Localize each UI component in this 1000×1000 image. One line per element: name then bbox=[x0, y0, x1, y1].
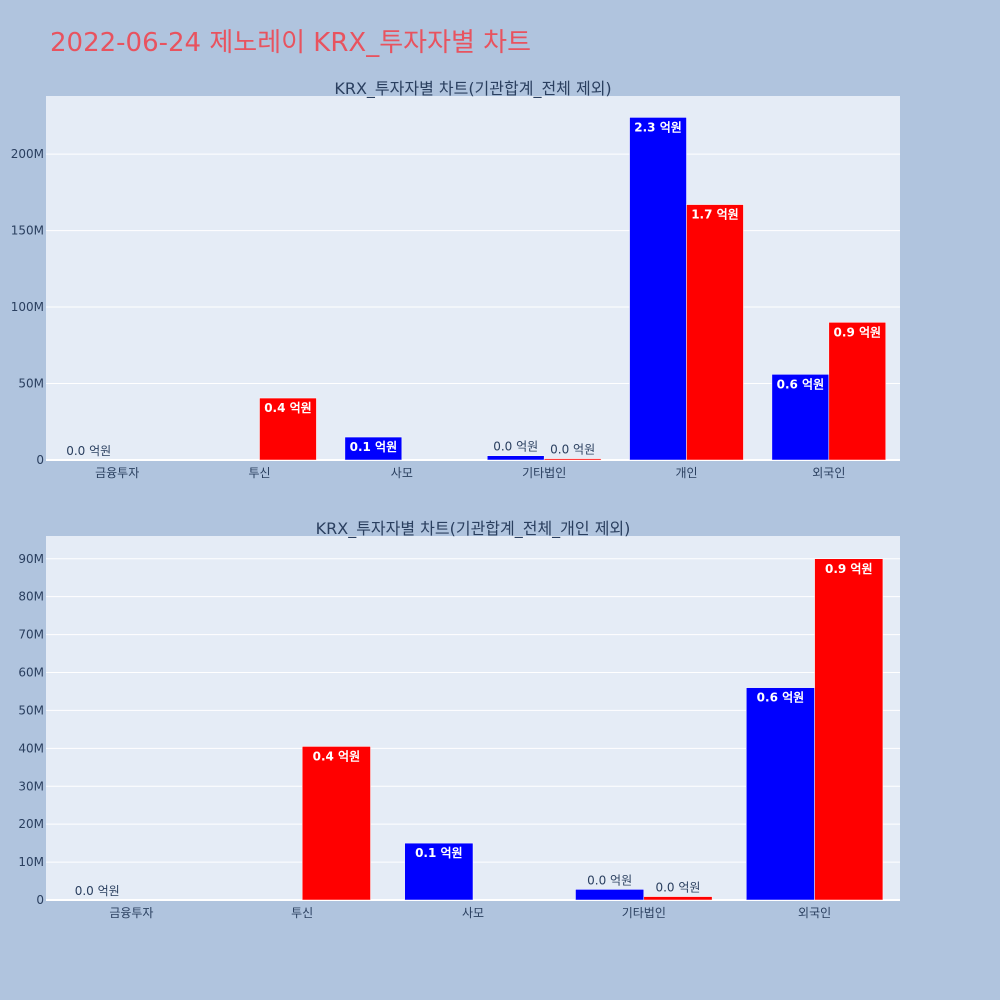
bar bbox=[543, 458, 602, 461]
data-label: 0.0 억원 bbox=[550, 443, 595, 457]
data-label: 0.1 억원 bbox=[350, 440, 398, 454]
data-label: 0.0 억원 bbox=[66, 444, 111, 458]
x-tick-label: 기타법인 bbox=[522, 466, 566, 480]
y-tick-label: 30M bbox=[18, 779, 44, 793]
y-tick-label: 20M bbox=[18, 817, 44, 831]
x-tick-label: 금융투자 bbox=[109, 906, 153, 920]
data-label: 0.0 억원 bbox=[75, 884, 120, 898]
chart-krx-excl-institution: KRX_투자자별 차트(기관합계_전체 제외) 0 50M 100M 150M 200M 금… bbox=[11, 79, 900, 480]
y-tick-label: 80M bbox=[18, 590, 44, 604]
data-label: 0.4 억원 bbox=[313, 749, 361, 763]
page-title: 2022-06-24 제노레이 KRX_투자자별 차트 bbox=[50, 28, 532, 58]
bar bbox=[486, 455, 545, 461]
bar bbox=[629, 117, 687, 461]
bar bbox=[814, 558, 884, 901]
x-tick-label: 기타법인 bbox=[622, 906, 666, 920]
data-label: 2.3 억원 bbox=[634, 120, 682, 134]
chart-krx-excl-institution-individual: KRX_투자자별 차트(기관합계_전체_개인 제외) 0 10M 20M 30M 40M 5… bbox=[18, 519, 900, 920]
chart-title: KRX_투자자별 차트(기관합계_전체 제외) bbox=[334, 79, 611, 99]
y-tick-label: 150M bbox=[11, 224, 44, 238]
y-tick-label: 100M bbox=[11, 300, 44, 314]
y-tick-label: 90M bbox=[18, 552, 44, 566]
x-tick-label: 금융투자 bbox=[95, 466, 139, 480]
y-tick-label: 60M bbox=[18, 666, 44, 680]
data-label: 0.6 억원 bbox=[777, 377, 825, 391]
bar bbox=[686, 204, 744, 461]
y-tick-label: 40M bbox=[18, 741, 44, 755]
chart-title: KRX_투자자별 차트(기관합계_전체_개인 제외) bbox=[316, 519, 631, 539]
data-label: 0.0 억원 bbox=[655, 881, 700, 895]
data-label: 0.0 억원 bbox=[493, 440, 538, 454]
bar bbox=[746, 687, 815, 901]
y-tick-label: 70M bbox=[18, 628, 44, 642]
x-tick-label: 투신 bbox=[291, 906, 313, 920]
x-tick-label: 사모 bbox=[391, 466, 413, 480]
data-label: 0.0 억원 bbox=[587, 873, 632, 887]
x-tick-label: 투신 bbox=[248, 466, 270, 480]
bar bbox=[771, 374, 830, 461]
y-tick-label: 200M bbox=[11, 147, 44, 161]
bar bbox=[643, 896, 713, 901]
data-label: 0.6 억원 bbox=[757, 691, 805, 705]
x-tick-label: 개인 bbox=[675, 466, 697, 480]
data-label: 0.1 억원 bbox=[415, 846, 463, 860]
y-tick-label: 50M bbox=[18, 377, 44, 391]
data-label: 0.4 억원 bbox=[264, 401, 312, 415]
x-tick-label: 사모 bbox=[462, 906, 484, 920]
bar bbox=[828, 322, 887, 461]
bar bbox=[301, 746, 371, 901]
x-tick-label: 외국인 bbox=[798, 906, 831, 920]
y-tick-label: 0 bbox=[36, 893, 44, 907]
data-label: 0.9 억원 bbox=[834, 325, 882, 339]
bar bbox=[404, 842, 474, 901]
x-tick-label: 외국인 bbox=[812, 466, 845, 480]
y-tick-label: 50M bbox=[18, 703, 44, 717]
bar bbox=[344, 436, 403, 461]
y-tick-label: 0 bbox=[36, 453, 44, 467]
bar bbox=[259, 397, 317, 461]
bar bbox=[575, 889, 645, 901]
y-tick-label: 10M bbox=[18, 855, 44, 869]
plot-area bbox=[46, 96, 900, 460]
data-label: 0.9 억원 bbox=[825, 562, 873, 576]
data-label: 1.7 억원 bbox=[691, 208, 739, 222]
